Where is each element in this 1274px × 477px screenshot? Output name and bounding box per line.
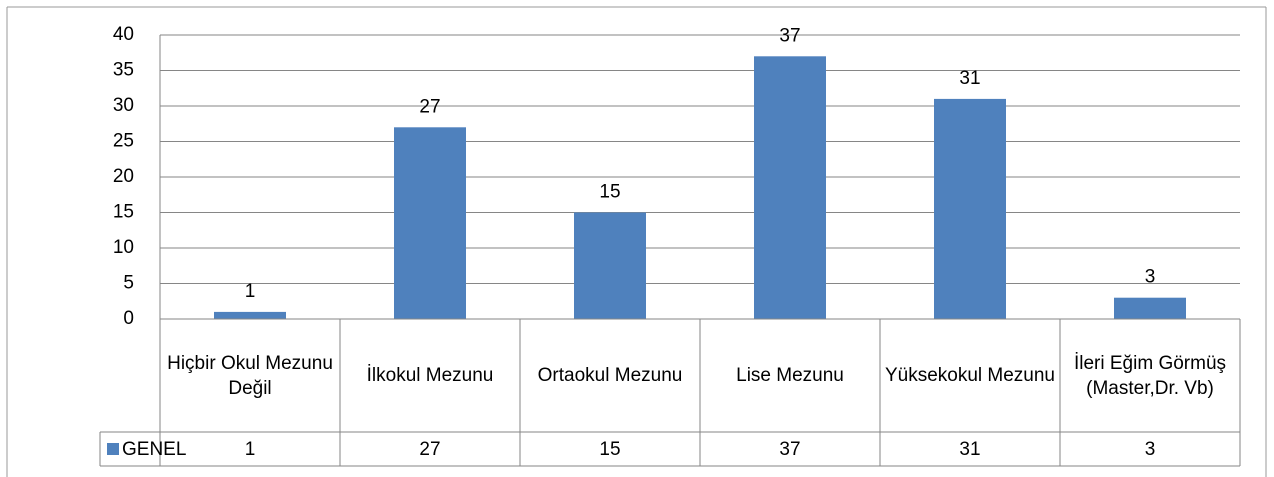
table-value: 37 xyxy=(779,439,800,460)
x-tick-label: Lise Mezunu xyxy=(736,365,844,386)
table-value: 3 xyxy=(1145,439,1156,460)
x-tick-label: Yüksekokul Mezunu xyxy=(884,365,1056,386)
table-value: 31 xyxy=(959,439,980,460)
legend-label: GENEL xyxy=(122,439,186,460)
y-tick-label: 5 xyxy=(123,273,134,294)
x-tick-label: İlkokul Mezunu xyxy=(366,365,494,386)
data-label: 3 xyxy=(1145,267,1156,288)
table-value: 27 xyxy=(419,439,440,460)
y-tick-label: 35 xyxy=(113,60,134,81)
bar xyxy=(574,212,646,319)
bar xyxy=(1114,297,1186,319)
bar xyxy=(754,56,826,320)
x-tick-label: Hiçbir Okul Mezunu Değil xyxy=(167,352,333,399)
bar xyxy=(934,98,1006,320)
y-tick-label: 30 xyxy=(113,95,134,116)
y-tick-label: 15 xyxy=(113,202,134,223)
bar xyxy=(394,127,466,319)
data-label: 15 xyxy=(599,182,620,203)
data-label: 37 xyxy=(779,25,800,46)
y-tick-label: 25 xyxy=(113,131,134,152)
data-label: 31 xyxy=(959,68,980,89)
x-tick-label: İleri Eğim Görmüş (Master,Dr. Vb) xyxy=(1073,352,1227,399)
data-label: 1 xyxy=(245,281,256,302)
y-tick-label: 20 xyxy=(113,166,134,187)
y-tick-label: 10 xyxy=(113,237,134,258)
y-tick-label: 0 xyxy=(123,308,134,329)
x-tick-label: Ortaokul Mezunu xyxy=(537,365,683,386)
bar xyxy=(214,311,286,319)
legend-swatch xyxy=(107,443,119,455)
data-label: 27 xyxy=(419,96,440,117)
table-value: 1 xyxy=(245,439,256,460)
y-tick-label: 40 xyxy=(113,24,134,45)
table-value: 15 xyxy=(599,439,620,460)
